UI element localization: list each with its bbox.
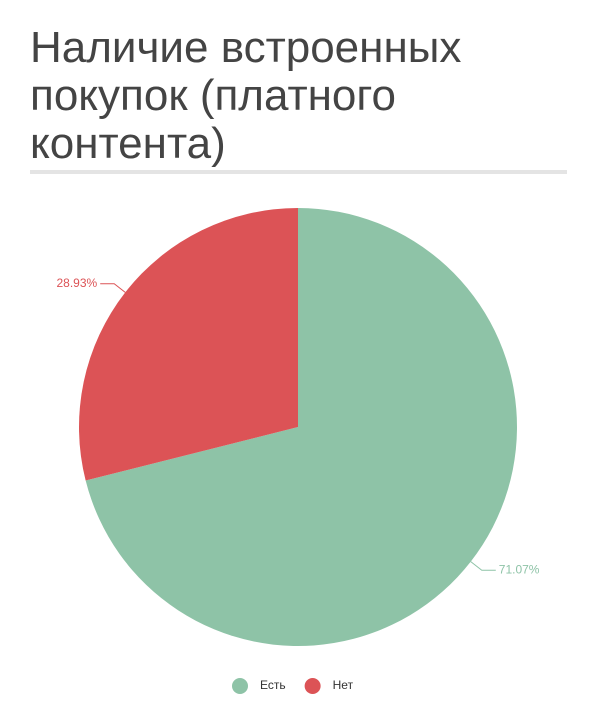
title-rule [30,170,567,174]
leader-line [100,283,126,293]
legend-label: Нет [333,678,354,692]
pie-slice [85,208,518,646]
data-label: 28.93% [57,276,98,290]
pie-slice [78,208,298,481]
legend-marker [304,678,321,694]
data-label: 71.07% [499,562,540,576]
leader-line [470,561,496,571]
legend-marker [232,678,248,694]
legend-label: Есть [260,678,286,692]
chart-title: Наличие встроенных покупок (платного кон… [30,23,462,168]
